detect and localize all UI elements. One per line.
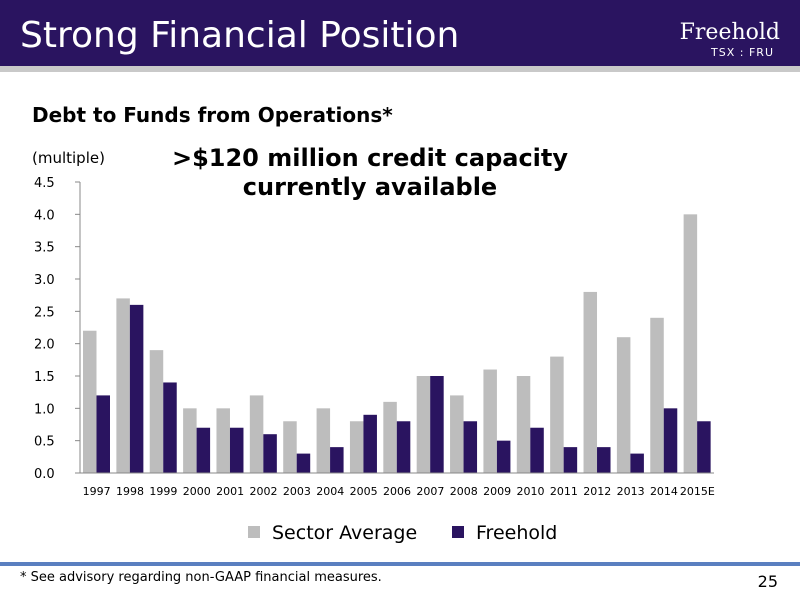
- y-tick-label: 1.5: [34, 370, 55, 385]
- y-tick-label: 4.0: [34, 208, 55, 223]
- bar-sector-average: [283, 421, 297, 473]
- legend-sector-average-label: Sector Average: [272, 522, 417, 544]
- bar-freehold: [263, 434, 277, 473]
- x-tick-label: 2000: [183, 485, 211, 498]
- bar-sector-average: [183, 408, 197, 473]
- bar-sector-average: [483, 369, 497, 473]
- footer-rule: [0, 562, 800, 566]
- x-tick-label: 2003: [283, 485, 311, 498]
- y-tick-label: 1.0: [34, 402, 55, 417]
- bar-freehold: [396, 421, 411, 473]
- bar-sector-average: [550, 356, 564, 473]
- callout-line-1: >$120 million credit capacity: [171, 144, 569, 172]
- y-tick-label: 0.0: [34, 467, 55, 482]
- x-tick-label: 2010: [516, 485, 544, 498]
- y-tick-label: 3.0: [34, 273, 55, 288]
- bar-freehold: [663, 408, 678, 473]
- bar-sector-average: [683, 214, 698, 474]
- bar-sector-average: [349, 421, 364, 473]
- callout-line-2: currently available: [242, 173, 498, 201]
- legend-freehold-swatch: [452, 526, 464, 538]
- x-tick-label: 2005: [350, 485, 378, 498]
- x-tick-label: 2012: [583, 485, 611, 498]
- y-tick-label: 3.5: [34, 241, 55, 256]
- x-tick-label: 1998: [116, 485, 144, 498]
- bar-freehold: [530, 427, 544, 473]
- bar-sector-average: [416, 376, 431, 473]
- y-tick-label: 4.5: [34, 176, 55, 191]
- bar-sector-average: [383, 401, 397, 473]
- x-tick-label: 2001: [216, 485, 244, 498]
- bar-freehold: [163, 382, 177, 473]
- bar-sector-average: [316, 408, 331, 473]
- x-tick-label: 1999: [149, 485, 177, 498]
- bar-sector-average: [116, 298, 130, 473]
- x-tick-label: 2006: [383, 485, 411, 498]
- bar-sector-average: [616, 337, 631, 473]
- bar-freehold: [196, 427, 211, 473]
- x-tick-label: 2015E: [680, 485, 715, 498]
- x-tick-label: 2013: [617, 485, 645, 498]
- bar-freehold: [697, 421, 711, 473]
- bar-freehold: [630, 453, 644, 473]
- bar-freehold: [296, 453, 311, 473]
- y-axis-unit-label: (multiple): [32, 149, 105, 167]
- bar-freehold: [363, 414, 377, 473]
- bar-freehold: [229, 427, 244, 473]
- y-tick-label: 0.5: [34, 435, 55, 450]
- page-number: 25: [757, 572, 778, 591]
- x-tick-label: 2007: [416, 485, 444, 498]
- bar-freehold: [597, 447, 611, 473]
- legend-freehold-label: Freehold: [476, 522, 557, 544]
- bar-freehold: [129, 304, 144, 473]
- bar-freehold: [563, 447, 578, 473]
- chart-title: Debt to Funds from Operations*: [32, 103, 393, 127]
- bar-freehold: [463, 421, 478, 473]
- x-tick-label: 2014: [650, 485, 678, 498]
- y-tick-label: 2.0: [34, 338, 55, 353]
- legend-sector-average-swatch: [248, 526, 260, 538]
- slide-title: Strong Financial Position: [20, 15, 460, 56]
- brand-logo: Freehold: [679, 20, 780, 45]
- debt-ffo-bar-chart: 0.0 0.5 1.0 1.5 2.0 2.5 3.0 3.5 4.0 4.5 1997 1998 19…: [34, 176, 715, 544]
- bar-freehold: [96, 395, 110, 473]
- x-tick-label: 2008: [450, 485, 478, 498]
- bar-freehold: [330, 447, 344, 473]
- header-rule: [0, 66, 800, 72]
- x-tick-label: 2011: [550, 485, 578, 498]
- bar-sector-average: [583, 291, 598, 473]
- bar-sector-average: [516, 376, 531, 473]
- ticker-symbol: TSX : FRU: [711, 46, 774, 59]
- x-tick-label: 2002: [250, 485, 278, 498]
- footnote: * See advisory regarding non-GAAP financ…: [20, 570, 382, 585]
- bar-sector-average: [83, 330, 97, 473]
- x-tick-label: 1997: [83, 485, 111, 498]
- bar-sector-average: [249, 395, 264, 473]
- credit-capacity-callout: >$120 million credit capacity currently …: [150, 144, 590, 202]
- bar-sector-average: [650, 317, 664, 473]
- bar-sector-average: [450, 395, 464, 473]
- y-tick-label: 2.5: [34, 305, 55, 320]
- header-bar: [0, 0, 800, 66]
- bar-freehold: [430, 376, 444, 473]
- x-tick-label: 2004: [316, 485, 344, 498]
- x-tick-label: 2009: [483, 485, 511, 498]
- bar-freehold: [496, 440, 511, 473]
- bar-sector-average: [149, 350, 164, 473]
- bar-sector-average: [216, 408, 230, 473]
